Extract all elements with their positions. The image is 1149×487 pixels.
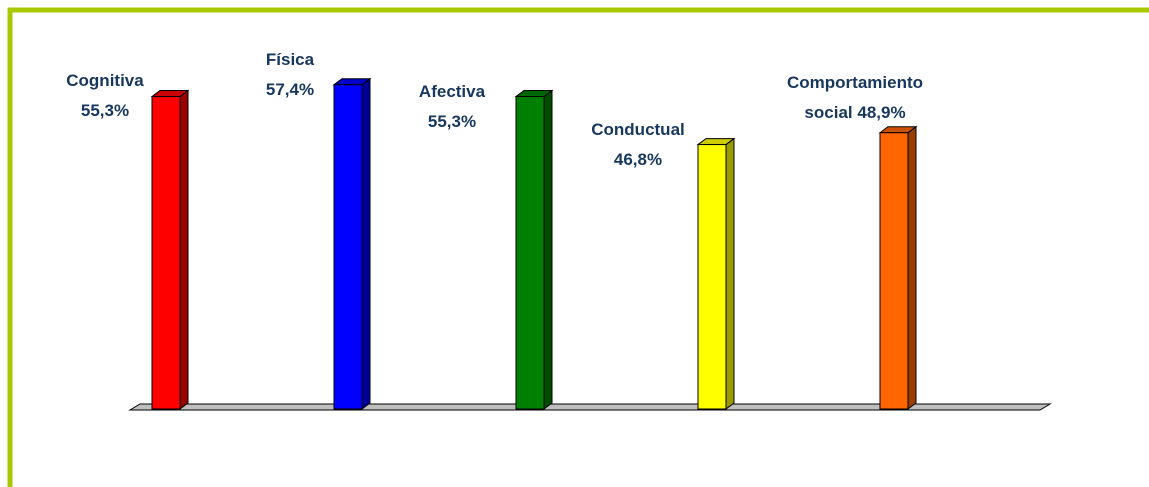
bar-side <box>725 137 735 410</box>
category-label: Física <box>265 50 315 69</box>
value-label: 55,3% <box>80 101 130 120</box>
bar-side <box>543 89 553 410</box>
bar <box>879 132 909 410</box>
bar <box>697 144 727 410</box>
data-label: Física 57,4% <box>240 45 340 105</box>
bar <box>151 96 181 410</box>
data-label: Cognitiva 55,3% <box>55 66 155 126</box>
bar <box>333 84 363 410</box>
data-label: Conductual 46,8% <box>583 115 693 175</box>
category-label: Conductual <box>591 120 685 139</box>
value-label: 48,9% <box>857 103 906 122</box>
value-label: 57,4% <box>265 80 315 99</box>
category-label: Cognitiva <box>66 71 144 90</box>
bar-side <box>907 125 917 410</box>
category-label: Comportamiento social <box>787 73 923 122</box>
data-label: Afectiva 55,3% <box>402 77 502 137</box>
bar <box>515 96 545 410</box>
bar-side <box>179 89 189 410</box>
bar-side <box>361 77 371 410</box>
category-label: Afectiva <box>418 82 486 101</box>
value-label: 55,3% <box>427 112 477 131</box>
value-label: 46,8% <box>613 150 663 169</box>
data-label: Comportamiento social 48,9% <box>768 68 943 128</box>
